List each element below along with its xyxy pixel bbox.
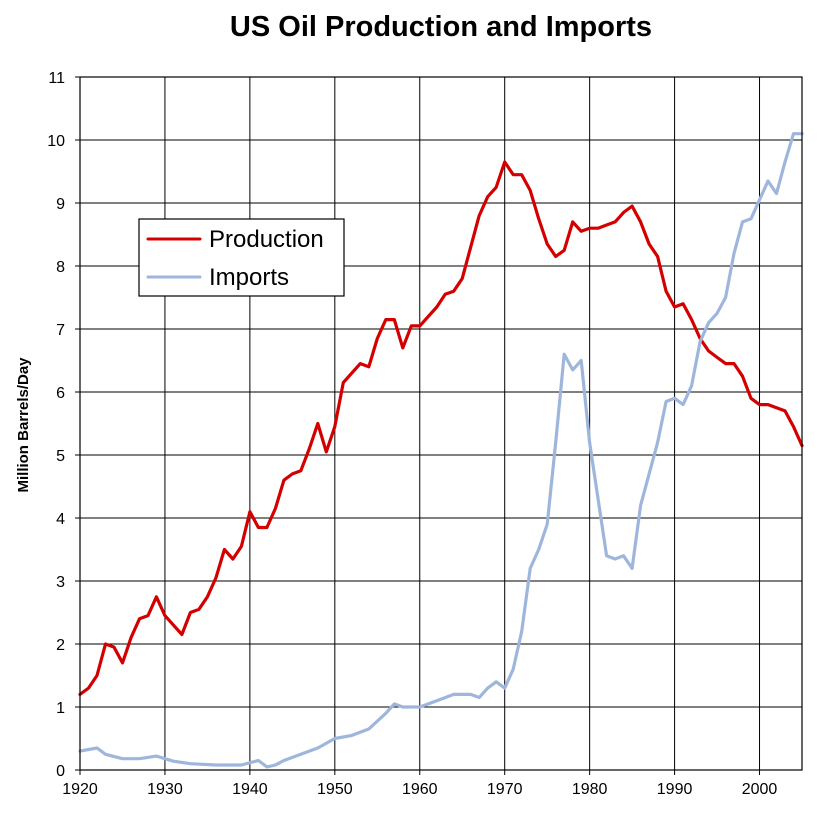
y-tick-label: 4 xyxy=(56,511,65,528)
x-tick-label: 1940 xyxy=(232,781,268,798)
x-tick-label: 1970 xyxy=(487,781,523,798)
x-axis-ticks: 1920 1930 1940 1950 1960 1970 1980 1990 2000 xyxy=(62,770,777,798)
y-tick-label: 6 xyxy=(56,385,65,402)
x-tick-label: 2000 xyxy=(742,781,778,798)
legend-box xyxy=(138,218,345,297)
plot-border xyxy=(79,76,803,771)
y-tick-label: 1 xyxy=(56,700,65,717)
x-tick-label: 1950 xyxy=(317,781,353,798)
plot-area xyxy=(80,77,802,770)
y-tick-label: 2 xyxy=(56,637,65,654)
legend-label-production: Production xyxy=(209,226,324,253)
y-tick-label: 11 xyxy=(48,70,65,87)
x-tick-label: 1980 xyxy=(572,781,608,798)
x-tick-label: 1990 xyxy=(657,781,693,798)
y-axis-label: Million Barrels/Day xyxy=(15,357,32,493)
y-tick-label: 0 xyxy=(56,763,65,780)
legend: Production Imports xyxy=(138,218,345,297)
x-tick-label: 1920 xyxy=(62,781,98,798)
y-tick-label: 10 xyxy=(47,133,65,150)
series-line-imports xyxy=(78,132,804,769)
y-tick-label: 9 xyxy=(56,196,65,213)
series-layer xyxy=(78,132,804,769)
legend-label-imports: Imports xyxy=(209,264,289,291)
series-line-production xyxy=(78,160,804,696)
x-tick-label: 1930 xyxy=(147,781,183,798)
y-tick-label: 3 xyxy=(56,574,65,591)
y-tick-label: 5 xyxy=(56,448,65,465)
x-tick-label: 1960 xyxy=(402,781,438,798)
grid xyxy=(79,76,802,771)
y-axis-ticks: 0 1 2 3 4 5 6 7 8 9 10 11 xyxy=(47,70,80,780)
chart-title: US Oil Production and Imports xyxy=(230,11,652,43)
y-tick-label: 8 xyxy=(56,259,65,276)
y-tick-label: 7 xyxy=(56,322,65,339)
